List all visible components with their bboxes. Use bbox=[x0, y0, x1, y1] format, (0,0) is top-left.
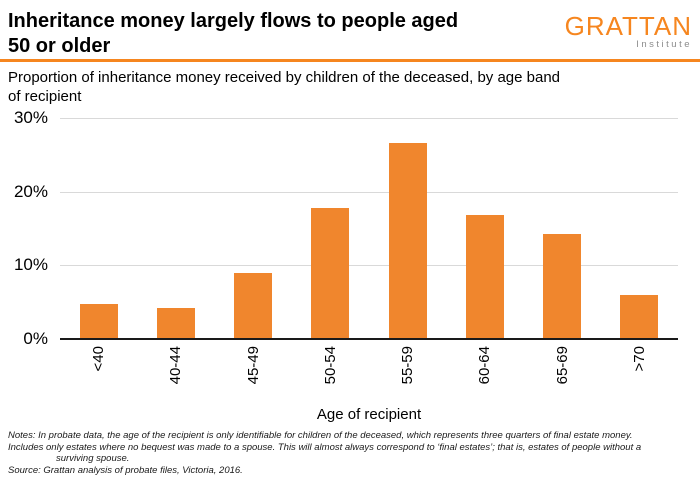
y-axis-tick-label: 10% bbox=[13, 255, 48, 275]
x-axis-tick-label: 50-54 bbox=[321, 346, 339, 385]
grattan-logo-institute-label: Institute bbox=[636, 39, 692, 50]
x-label-slot: 55-59 bbox=[369, 346, 446, 403]
header-divider bbox=[0, 59, 700, 62]
bar bbox=[388, 143, 427, 339]
bar-slot bbox=[215, 118, 292, 339]
bar bbox=[465, 215, 504, 339]
bar-slot bbox=[369, 118, 446, 339]
notes-line-2: Includes only estates where no bequest w… bbox=[8, 441, 642, 453]
x-label-slot: <40 bbox=[60, 346, 137, 403]
x-label-slot: 50-54 bbox=[292, 346, 369, 403]
chart-subtitle-line-2: of recipient bbox=[8, 88, 82, 105]
bar-chart: 0% 10% 20% 30% <40 40-44 45-49 50-54 55-59 60-64… bbox=[0, 108, 700, 423]
chart-subtitle: Proportion of inheritance money received… bbox=[0, 62, 700, 106]
y-axis-tick-label: 0% bbox=[23, 329, 48, 348]
gridline bbox=[60, 118, 678, 119]
header: Inheritance money largely flows to peopl… bbox=[0, 0, 700, 57]
x-axis-tick-label: >70 bbox=[630, 346, 648, 372]
x-axis-tick-label: 55-59 bbox=[399, 346, 417, 385]
notes-line-1: Notes: In probate data, the age of the r… bbox=[8, 430, 633, 441]
bar-slot bbox=[292, 118, 369, 339]
bar bbox=[543, 234, 582, 339]
x-label-slot: 65-69 bbox=[524, 346, 601, 403]
x-label-slot: 45-49 bbox=[215, 346, 292, 403]
footer-notes: Notes: In probate data, the age of the r… bbox=[0, 423, 700, 476]
bar-slot bbox=[601, 118, 678, 339]
x-label-slot: 60-64 bbox=[446, 346, 523, 403]
x-axis-tick-label: 40-44 bbox=[167, 346, 185, 385]
bar bbox=[234, 272, 273, 339]
gridline bbox=[60, 191, 678, 193]
page-title: Inheritance money largely flows to peopl… bbox=[8, 9, 458, 59]
page-title-line-2: 50 or older bbox=[8, 35, 111, 57]
grattan-logo-wordmark: GRATTAN bbox=[564, 11, 692, 41]
bars-group bbox=[60, 118, 678, 339]
x-label-slot: 40-44 bbox=[137, 346, 214, 403]
x-axis-tick-label: 65-69 bbox=[553, 346, 571, 385]
bar-slot bbox=[137, 118, 214, 339]
x-axis-labels: <40 40-44 45-49 50-54 55-59 60-64 65-69 >70 bbox=[60, 339, 678, 403]
bar bbox=[79, 303, 118, 339]
gridline bbox=[60, 265, 678, 267]
bar bbox=[156, 308, 195, 339]
x-axis-tick-label: <40 bbox=[90, 346, 108, 372]
grattan-logo: GRATTAN Institute bbox=[564, 11, 694, 50]
x-axis-tick-label: 45-49 bbox=[244, 346, 262, 385]
chart-subtitle-line-1: Proportion of inheritance money received… bbox=[8, 69, 561, 86]
y-axis-tick-label: 20% bbox=[13, 181, 48, 201]
page-title-line-1: Inheritance money largely flows to peopl… bbox=[8, 10, 459, 32]
bar-slot bbox=[524, 118, 601, 339]
bar-slot bbox=[446, 118, 523, 339]
bar-slot bbox=[60, 118, 137, 339]
y-axis-tick-label: 30% bbox=[13, 108, 48, 127]
bar bbox=[620, 294, 659, 339]
source-line: Source: Grattan analysis of probate file… bbox=[8, 464, 243, 476]
notes-line-3: surviving spouse. bbox=[56, 453, 130, 464]
x-axis-line bbox=[60, 338, 678, 340]
bar bbox=[311, 207, 350, 339]
x-label-slot: >70 bbox=[601, 346, 678, 403]
x-axis-tick-label: 60-64 bbox=[476, 346, 494, 385]
plot-area: 0% 10% 20% 30% bbox=[14, 108, 678, 348]
x-axis-title: Age of recipient bbox=[316, 406, 422, 423]
